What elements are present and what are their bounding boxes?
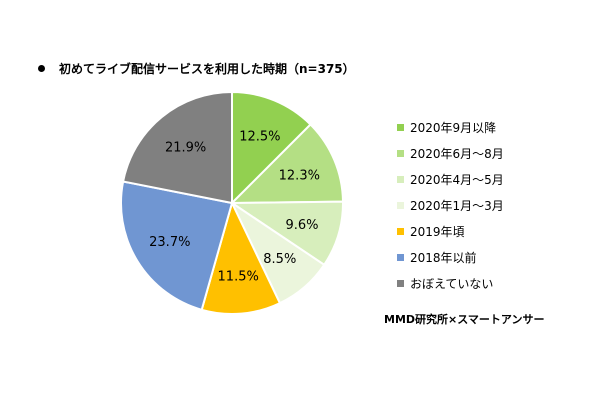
- slice-data-label: 23.7%: [149, 235, 190, 250]
- pie-slice: [121, 90, 233, 205]
- legend-swatch: [397, 201, 404, 209]
- legend: 2020年9月以降 2020年6月～8月 2020年4月～5月 2020年1月～3月 2…: [397, 114, 504, 296]
- legend-label: 2020年1月～3月: [410, 198, 504, 213]
- legend-label: 2020年9月以降: [410, 120, 497, 135]
- legend-label: 2018年以前: [410, 250, 477, 265]
- legend-swatch: [397, 123, 404, 131]
- slice-data-label: 8.5%: [263, 252, 296, 267]
- source-credit: MMD研究所×スマートアンサー: [384, 313, 545, 326]
- slice-data-label: 12.3%: [279, 169, 320, 184]
- legend-item: おぼえていない: [397, 270, 504, 296]
- pie-slice: [229, 123, 345, 205]
- legend-label: 2020年6月～8月: [410, 146, 504, 161]
- legend-swatch: [397, 253, 404, 261]
- legend-item: 2020年4月～5月: [397, 166, 504, 192]
- chart-title-text: 初めてライブ配信サービスを利用した時期（n=375）: [59, 62, 355, 76]
- legend-item: 2019年頃: [397, 218, 504, 244]
- legend-item: 2020年1月～3月: [397, 192, 504, 218]
- legend-item: 2018年以前: [397, 244, 504, 270]
- legend-swatch: [397, 175, 404, 183]
- legend-label: 2019年頃: [410, 224, 465, 239]
- slice-data-label: 9.6%: [285, 218, 318, 233]
- legend-label: おぼえていない: [410, 276, 494, 291]
- legend-swatch: [397, 279, 404, 287]
- legend-swatch: [397, 227, 404, 235]
- slice-data-label: 11.5%: [218, 270, 259, 285]
- legend-swatch: [397, 149, 404, 157]
- legend-label: 2020年4月～5月: [410, 172, 504, 187]
- slice-data-label: 12.5%: [239, 130, 280, 145]
- chart-title: 初めてライブ配信サービスを利用した時期（n=375）: [38, 60, 355, 77]
- pie-slice: [231, 90, 312, 206]
- slice-data-label: 21.9%: [165, 141, 206, 156]
- pie-slice: [120, 180, 234, 312]
- bullet-icon: [38, 65, 45, 72]
- legend-item: 2020年9月以降: [397, 114, 504, 140]
- legend-item: 2020年6月～8月: [397, 140, 504, 166]
- pie-slice: [200, 200, 282, 315]
